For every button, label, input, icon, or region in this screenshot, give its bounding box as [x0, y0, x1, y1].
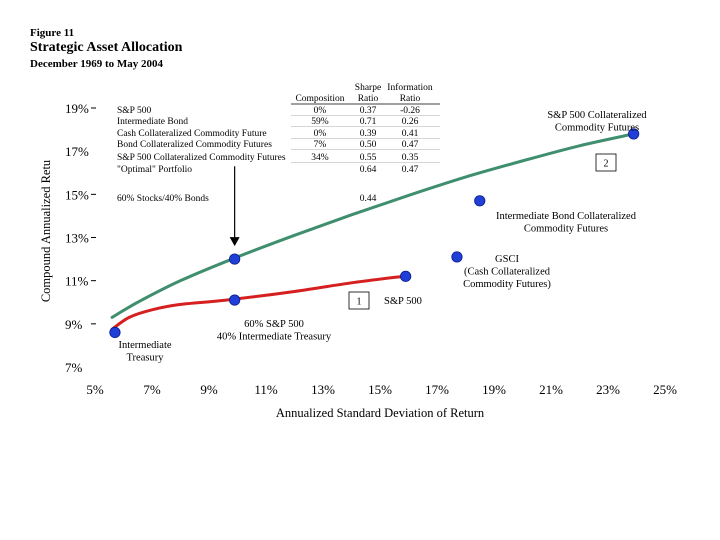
table-cell-name: 60% Stocks/40% Bonds	[117, 194, 209, 204]
table-cell-info: 0.35	[402, 153, 419, 163]
x-tick-label: 23%	[596, 382, 620, 397]
data-point	[229, 294, 241, 306]
table-cell-composition: 7%	[314, 140, 327, 150]
data-point	[628, 128, 640, 140]
point-label: Intermediate	[118, 340, 171, 351]
table-cell-name: Bond Collateralized Commodity Futures	[117, 140, 272, 150]
x-tick-label: 13%	[311, 382, 335, 397]
x-tick-label: 21%	[539, 382, 563, 397]
table-cell-sharpe: 0.39	[360, 129, 377, 139]
x-tick-label: 15%	[368, 382, 392, 397]
arrow-head	[229, 237, 240, 247]
efficient-frontier-line	[110, 132, 636, 319]
marker-box	[595, 153, 617, 172]
y-axis-title: Compound Annualized Retu	[39, 159, 53, 302]
table-header-info-ratio: Ratio	[400, 94, 421, 104]
point-label: 40% Intermediate Treasury	[217, 332, 332, 343]
marker-box-label: 2	[604, 159, 609, 170]
y-tick-label: 9%	[65, 317, 83, 332]
figure-title: Strategic Asset Allocation	[30, 40, 183, 55]
y-tick-label: 7%	[65, 360, 83, 375]
table-cell-info: 0.26	[402, 117, 419, 127]
x-axis-title: Annualized Standard Deviation of Return	[276, 406, 485, 420]
marker-box-label: 1	[357, 297, 362, 308]
y-tick-label: 17%	[65, 144, 89, 159]
table-cell-composition: 34%	[311, 153, 329, 163]
point-label: Treasury	[127, 353, 165, 364]
point-label: (Cash Collateralized	[464, 267, 551, 278]
data-point	[229, 253, 241, 265]
stock-bond-line	[110, 274, 405, 331]
table-header-sharpe: Sharpe	[355, 83, 381, 93]
table-cell-name: "Optimal" Portfolio	[117, 164, 192, 175]
table-header-info: Information	[387, 82, 433, 93]
x-tick-label: 19%	[482, 382, 506, 397]
point-label: Commodity Futures)	[463, 279, 551, 290]
figure-label: Figure 11	[30, 27, 75, 39]
data-point	[109, 326, 121, 339]
x-tick-label: 17%	[425, 382, 449, 397]
point-label: GSCI	[495, 254, 519, 265]
table-cell-info: 0.47	[402, 140, 419, 150]
marker-box	[348, 291, 370, 310]
x-tick-label: 5%	[86, 382, 104, 397]
table-cell-info: -0.26	[400, 106, 420, 116]
table-cell-composition: 0%	[314, 106, 327, 116]
table-cell-sharpe: 0.50	[360, 140, 377, 150]
table-cell-sharpe: 0.64	[360, 165, 377, 175]
y-tick-label: 13%	[65, 231, 89, 246]
table-cell-sharpe: 0.44	[360, 194, 377, 204]
table-header-composition: Composition	[295, 94, 344, 104]
table-cell-name: S&P 500 Collateralized Commodity Futures	[117, 153, 286, 163]
point-label: Commodity Futures	[524, 224, 608, 235]
x-tick-label: 11%	[254, 382, 278, 397]
table-cell-info: 0.47	[402, 165, 419, 175]
table-header-sharpe-ratio: Ratio	[358, 94, 379, 104]
figure-subtitle: December 1969 to May 2004	[30, 58, 163, 70]
x-tick-label: 25%	[653, 382, 677, 397]
point-label: S&P 500 Collateralized	[547, 110, 647, 121]
point-label: S&P 500	[384, 296, 422, 307]
table-cell-name: Cash Collateralized Commodity Future	[117, 129, 267, 139]
x-tick-label: 9%	[200, 382, 218, 397]
data-point	[400, 270, 412, 282]
table-cell-composition: 0%	[314, 129, 327, 139]
table-cell-info: 0.41	[402, 129, 419, 139]
data-point	[474, 195, 486, 207]
point-label: Commodity Futures	[555, 123, 639, 134]
table-cell-sharpe: 0.71	[360, 117, 377, 127]
point-label: Intermediate Bond Collateralized	[496, 211, 637, 222]
y-tick-label: 11%	[65, 274, 89, 289]
data-point	[451, 251, 463, 263]
y-tick-label: 19%	[65, 101, 89, 116]
table-cell-composition: 59%	[311, 117, 329, 127]
point-label: 60% S&P 500	[244, 319, 304, 330]
table-cell-sharpe: 0.37	[360, 106, 377, 116]
table-cell-sharpe: 0.55	[360, 153, 377, 163]
x-tick-label: 7%	[143, 382, 161, 397]
y-tick-label: 15%	[65, 187, 89, 202]
table-cell-name: Intermediate Bond	[117, 117, 188, 127]
table-cell-name: S&P 500	[117, 106, 151, 116]
